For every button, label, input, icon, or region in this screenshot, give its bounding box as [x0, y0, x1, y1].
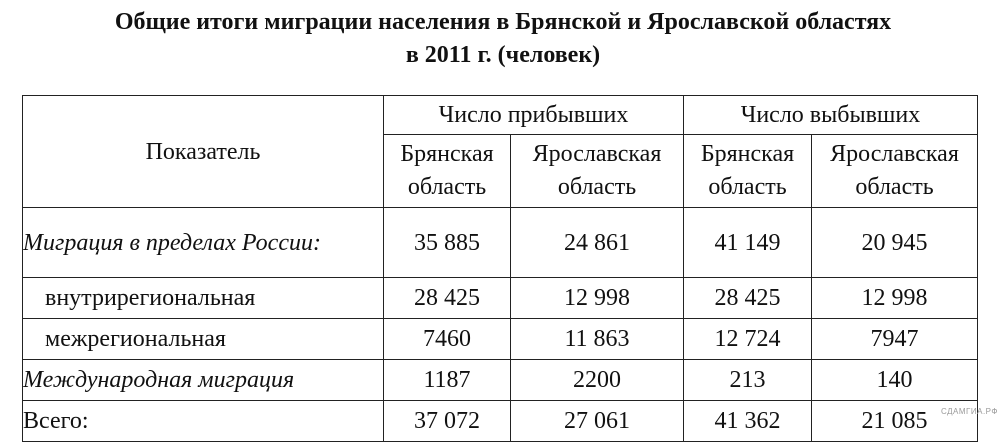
row-label: внутрирегиональная — [22, 277, 384, 319]
table-cell: 41 149 — [683, 207, 812, 278]
table-cell: 35 885 — [383, 207, 511, 278]
table-cell: 213 — [683, 359, 812, 401]
region-header-line: Брянская — [700, 141, 795, 167]
region-header-line: Ярославская — [532, 141, 662, 167]
table-cell: 27 061 — [510, 400, 684, 442]
region-header-line: область — [407, 174, 487, 200]
migration-table: Показатель Число прибывших Число выбывши… — [22, 95, 978, 442]
region-header-arrivals-yaroslavl: Ярославская область — [510, 134, 684, 208]
row-label: Миграция в пределах России: — [22, 207, 384, 278]
table-cell: 11 863 — [510, 318, 684, 360]
row-label: Всего: — [22, 400, 384, 442]
region-header-departures-bryansk: Брянская область — [683, 134, 812, 208]
region-header-line: область — [557, 174, 637, 200]
table-cell: 12 998 — [510, 277, 684, 319]
region-header-arrivals-bryansk: Брянская область — [383, 134, 511, 208]
title-line-2: в 2011 г. (человек) — [405, 42, 601, 68]
table-cell: 140 — [811, 359, 978, 401]
table-cell: 41 362 — [683, 400, 812, 442]
title-line-1: Общие итоги миграции населения в Брянско… — [114, 9, 892, 35]
region-header-departures-yaroslavl: Ярославская область — [811, 134, 978, 208]
table-cell: 20 945 — [811, 207, 978, 278]
table-cell: 28 425 — [383, 277, 511, 319]
region-header-line: область — [708, 174, 787, 200]
table-cell: 7460 — [383, 318, 511, 360]
table-title: Общие итоги миграции населения в Брянско… — [0, 6, 1006, 72]
table-row: внутрирегиональная 28 425 12 998 28 425 … — [22, 277, 978, 319]
watermark: СДАМГИА.РФ — [941, 407, 998, 416]
row-label: межрегиональная — [22, 318, 384, 360]
region-header-line: Брянская — [400, 141, 494, 167]
departures-header: Число выбывших — [683, 95, 978, 135]
region-header-line: область — [855, 174, 934, 200]
table-cell: 12 724 — [683, 318, 812, 360]
header-row-groups: Показатель Число прибывших Число выбывши… — [22, 95, 978, 208]
table-cell: 1187 — [383, 359, 511, 401]
table-row: Миграция в пределах России: 35 885 24 86… — [22, 207, 978, 278]
region-header-line: Ярославская — [830, 141, 959, 167]
table-cell: 37 072 — [383, 400, 511, 442]
table-cell: 12 998 — [811, 277, 978, 319]
table-cell: 2200 — [510, 359, 684, 401]
table-row: Всего: 37 072 27 061 41 362 21 085 — [22, 400, 978, 442]
table-row: Международная миграция 1187 2200 213 140 — [22, 359, 978, 401]
table-cell: 7947 — [811, 318, 978, 360]
table-row: межрегиональная 7460 11 863 12 724 7947 — [22, 318, 978, 360]
table-cell: 28 425 — [683, 277, 812, 319]
indicator-header: Показатель — [22, 95, 384, 208]
row-label: Международная миграция — [22, 359, 384, 401]
header-row-regions: Брянская область Ярославская область Бря… — [23, 134, 978, 208]
table-cell: 24 861 — [510, 207, 684, 278]
arrivals-header: Число прибывших — [383, 95, 684, 135]
